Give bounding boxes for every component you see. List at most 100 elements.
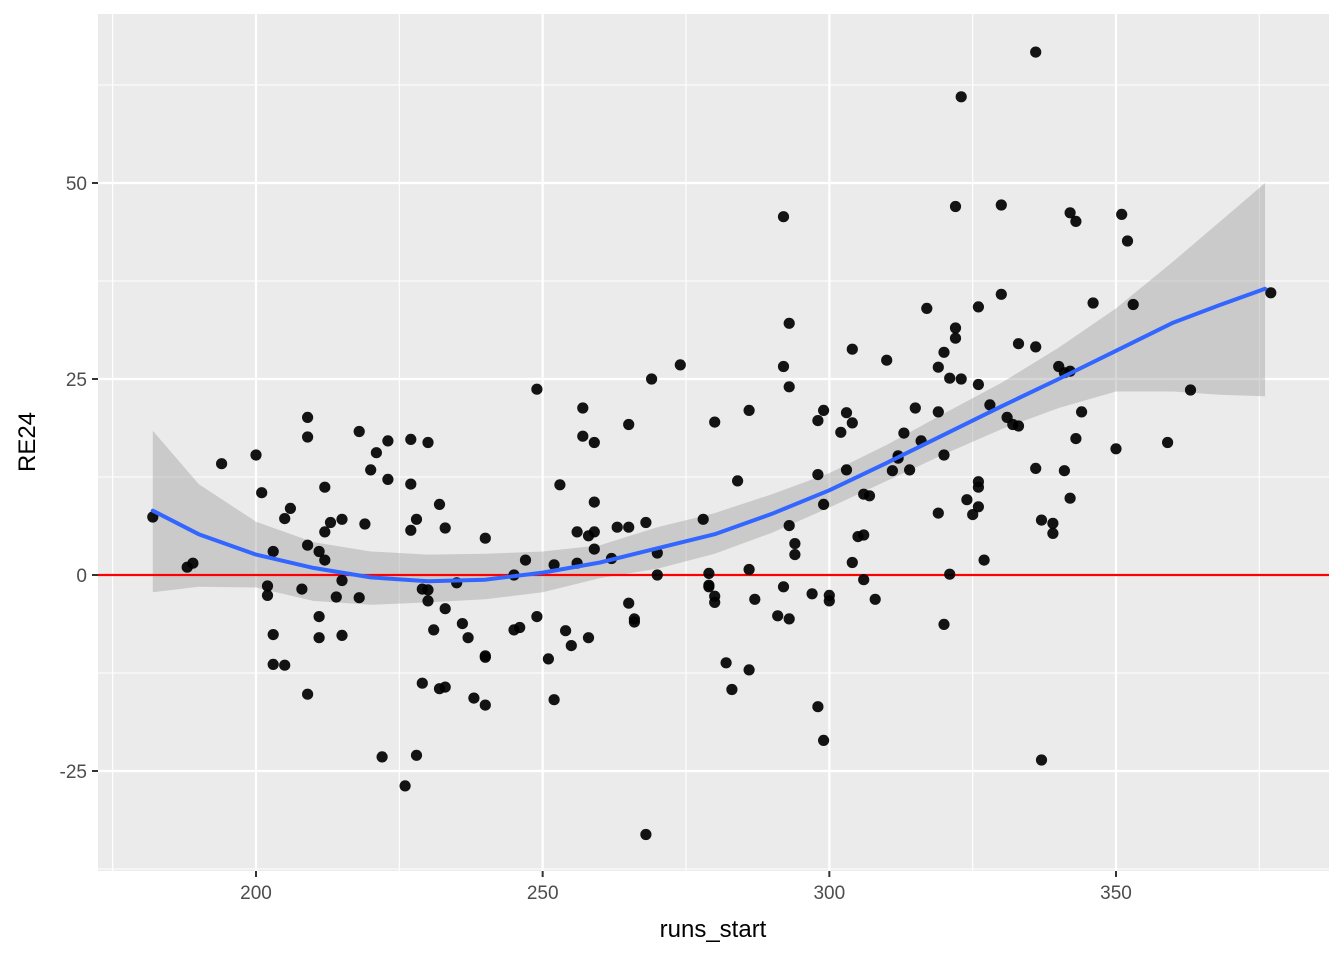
data-point bbox=[376, 751, 388, 763]
data-point bbox=[783, 613, 795, 625]
data-point bbox=[422, 584, 434, 596]
data-point bbox=[1076, 406, 1088, 418]
data-point bbox=[588, 526, 600, 538]
data-point bbox=[319, 554, 331, 566]
data-point bbox=[806, 588, 818, 600]
data-point bbox=[743, 563, 755, 576]
data-point bbox=[972, 301, 985, 313]
data-point bbox=[187, 557, 199, 569]
data-point bbox=[846, 343, 858, 355]
data-point bbox=[405, 478, 417, 490]
data-point bbox=[428, 624, 440, 636]
data-point bbox=[279, 513, 291, 525]
data-point bbox=[640, 828, 652, 841]
y-tick-label: 25 bbox=[66, 370, 87, 391]
data-point bbox=[995, 288, 1007, 300]
data-point bbox=[439, 522, 451, 534]
data-point bbox=[709, 416, 721, 428]
data-point bbox=[709, 590, 721, 602]
data-point bbox=[1087, 297, 1099, 309]
data-point bbox=[359, 518, 371, 530]
data-point bbox=[823, 589, 835, 602]
plot-panel bbox=[98, 14, 1329, 871]
data-point bbox=[904, 464, 916, 476]
data-point bbox=[1030, 46, 1042, 58]
data-point bbox=[1184, 384, 1197, 396]
data-point bbox=[410, 513, 423, 525]
data-point bbox=[840, 464, 853, 476]
data-point bbox=[1064, 492, 1076, 504]
data-point bbox=[623, 418, 635, 431]
data-point bbox=[370, 447, 382, 459]
data-point bbox=[932, 406, 944, 418]
data-point bbox=[468, 692, 480, 704]
data-point bbox=[818, 498, 830, 510]
data-point bbox=[382, 435, 394, 447]
data-point bbox=[261, 589, 274, 602]
data-point bbox=[1162, 436, 1174, 449]
data-point bbox=[1121, 235, 1134, 247]
data-point bbox=[353, 425, 365, 438]
data-point bbox=[898, 427, 910, 439]
data-point bbox=[777, 581, 790, 593]
data-point bbox=[216, 458, 228, 470]
data-point bbox=[726, 683, 738, 696]
data-point bbox=[812, 701, 824, 713]
y-tick-label: 50 bbox=[66, 174, 87, 195]
data-point bbox=[456, 618, 468, 630]
data-point bbox=[732, 475, 744, 487]
data-point bbox=[846, 556, 858, 569]
data-point bbox=[1035, 514, 1048, 526]
data-point bbox=[577, 402, 589, 414]
data-point bbox=[772, 610, 784, 622]
data-point bbox=[1127, 298, 1139, 311]
data-point bbox=[783, 317, 795, 329]
data-point bbox=[565, 640, 577, 652]
data-point bbox=[302, 539, 314, 551]
data-point bbox=[462, 632, 474, 644]
data-point bbox=[978, 554, 990, 566]
data-point bbox=[1064, 207, 1076, 219]
smooth-trend-line bbox=[150, 286, 1268, 584]
data-point bbox=[531, 611, 543, 623]
data-point bbox=[324, 516, 337, 529]
data-point bbox=[1116, 208, 1128, 220]
data-point bbox=[422, 595, 434, 607]
data-point bbox=[623, 597, 635, 609]
data-point bbox=[399, 780, 411, 792]
data-point bbox=[554, 479, 566, 491]
data-point bbox=[949, 332, 962, 344]
data-point bbox=[250, 449, 262, 461]
data-point bbox=[783, 381, 795, 393]
data-point bbox=[330, 591, 342, 603]
data-point bbox=[422, 436, 434, 449]
data-point bbox=[628, 616, 641, 628]
data-point bbox=[967, 508, 979, 521]
data-point bbox=[548, 559, 560, 571]
data-point bbox=[433, 498, 446, 510]
data-point bbox=[405, 433, 417, 445]
data-point bbox=[296, 583, 308, 595]
data-point bbox=[588, 543, 600, 555]
data-point bbox=[313, 632, 325, 644]
data-point bbox=[858, 574, 870, 586]
confidence-band bbox=[152, 183, 1266, 605]
data-point bbox=[812, 415, 824, 427]
data-point bbox=[267, 658, 279, 671]
data-point bbox=[1030, 462, 1042, 474]
data-point bbox=[789, 549, 801, 561]
data-point bbox=[720, 657, 732, 669]
data-point bbox=[938, 449, 950, 461]
data-point bbox=[611, 521, 623, 533]
data-point bbox=[588, 496, 600, 508]
data-point bbox=[846, 417, 858, 429]
data-point bbox=[1035, 754, 1048, 766]
data-point bbox=[858, 529, 870, 541]
data-point bbox=[577, 430, 589, 442]
data-point bbox=[651, 569, 663, 581]
data-point bbox=[984, 399, 996, 411]
x-tick-label: 350 bbox=[1100, 883, 1132, 904]
data-point bbox=[932, 361, 944, 373]
data-point bbox=[256, 487, 268, 499]
data-point bbox=[743, 664, 755, 676]
